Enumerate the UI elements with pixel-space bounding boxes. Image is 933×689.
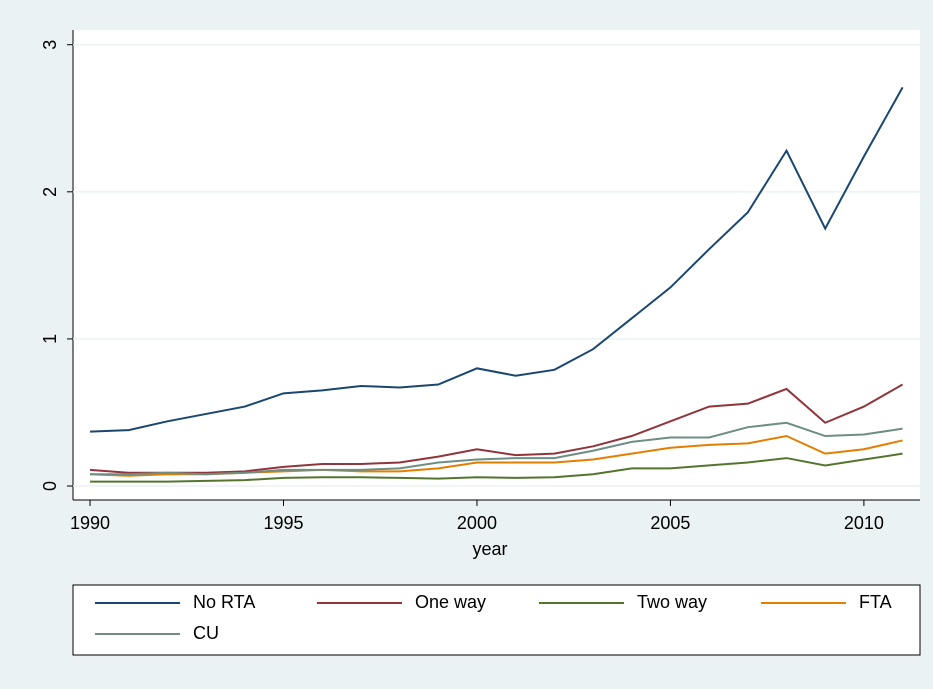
- legend: [72, 584, 921, 656]
- x-tick-label: 1990: [70, 513, 110, 533]
- y-tick-label: 0: [40, 481, 60, 491]
- legend-label: No RTA: [193, 592, 255, 612]
- x-axis-label: year: [472, 539, 507, 559]
- line: [89, 383, 904, 474]
- y-tick-label: 2: [40, 187, 60, 197]
- line: [90, 452, 903, 483]
- legend-label: One way: [415, 592, 486, 612]
- y-tick-label: 1: [40, 334, 60, 344]
- x-tick-label: 2005: [650, 513, 690, 533]
- plot-area: [73, 30, 920, 500]
- legend-label: CU: [193, 623, 219, 643]
- line: [90, 421, 903, 476]
- x-tick-label: 2010: [844, 513, 884, 533]
- x-tick-label: 2000: [457, 513, 497, 533]
- y-tick-label: 3: [40, 40, 60, 50]
- x-tick-label: 1995: [263, 513, 303, 533]
- legend-label: FTA: [859, 592, 892, 612]
- legend-label: Two way: [637, 592, 707, 612]
- line: [89, 86, 904, 433]
